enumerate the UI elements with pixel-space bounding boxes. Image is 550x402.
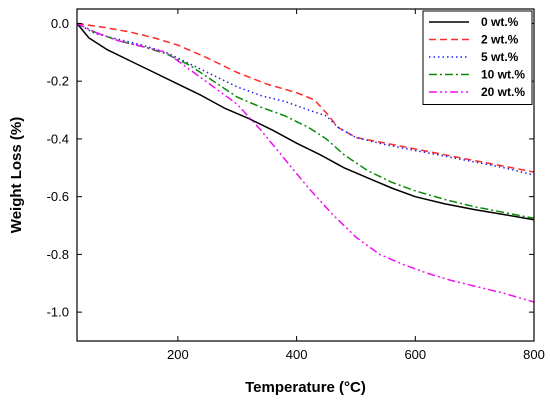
legend-label-0: 0 wt.% (481, 15, 519, 29)
series-line-2 (77, 22, 534, 176)
series-line-1 (77, 22, 534, 173)
x-tick-label: 200 (167, 347, 189, 362)
legend-label-4: 20 wt.% (481, 85, 525, 99)
legend-label-2: 5 wt.% (481, 50, 519, 64)
series-line-0 (77, 22, 534, 221)
legend-label-3: 10 wt.% (481, 68, 525, 82)
x-tick-label: 800 (523, 347, 545, 362)
y-tick-label: -0.8 (47, 247, 69, 262)
legend-box (422, 10, 533, 105)
y-tick-label: -0.4 (47, 131, 69, 146)
legend-label-1: 2 wt.% (481, 33, 519, 47)
ticks-layer: 200 400 600 800 0.0 -0.2 -0.4 -0.6 -0.8 -1.0 (47, 9, 545, 362)
y-tick-label: -0.2 (47, 74, 69, 89)
y-axis-title: Weight Loss (%) (8, 117, 25, 233)
legend: 0 wt.% 2 wt.% 5 wt.% 10 wt.% 20 wt.% (422, 10, 533, 105)
series-line-3 (77, 22, 534, 220)
y-tick-label: -1.0 (47, 305, 69, 320)
series-line-4 (77, 22, 534, 303)
y-tick-label: -0.6 (47, 189, 69, 204)
plot-frame (76, 8, 535, 342)
y-tick-label: 0.0 (51, 16, 69, 31)
series-layer (77, 22, 534, 303)
x-tick-label: 400 (286, 347, 308, 362)
x-axis-title: Temperature (°C) (245, 379, 366, 396)
x-tick-label: 600 (404, 347, 426, 362)
